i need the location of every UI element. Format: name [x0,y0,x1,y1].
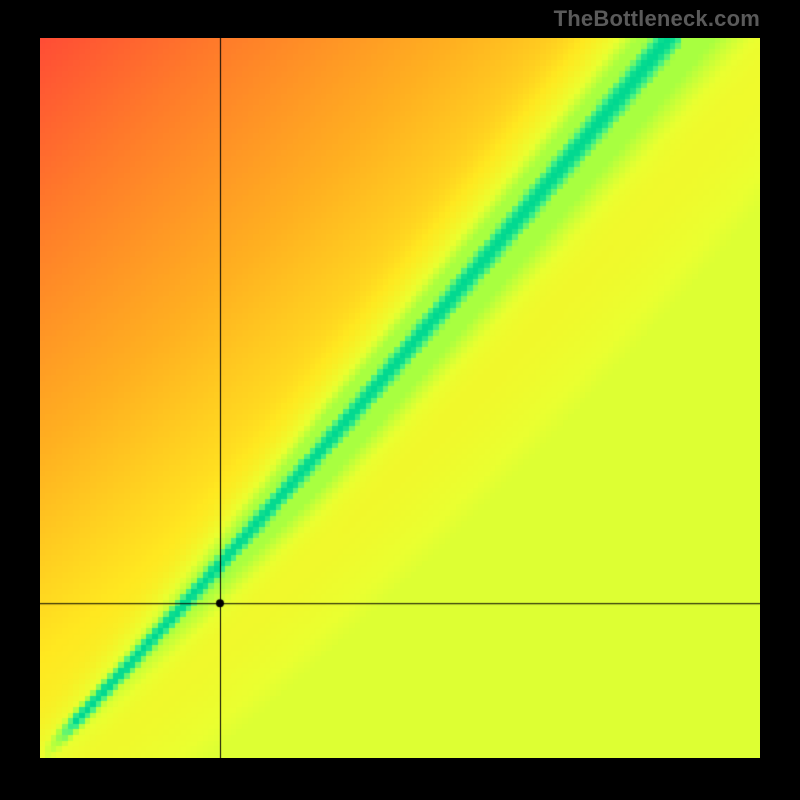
watermark-label: TheBottleneck.com [554,6,760,32]
bottleneck-heatmap [40,38,760,758]
chart-container: TheBottleneck.com [0,0,800,800]
